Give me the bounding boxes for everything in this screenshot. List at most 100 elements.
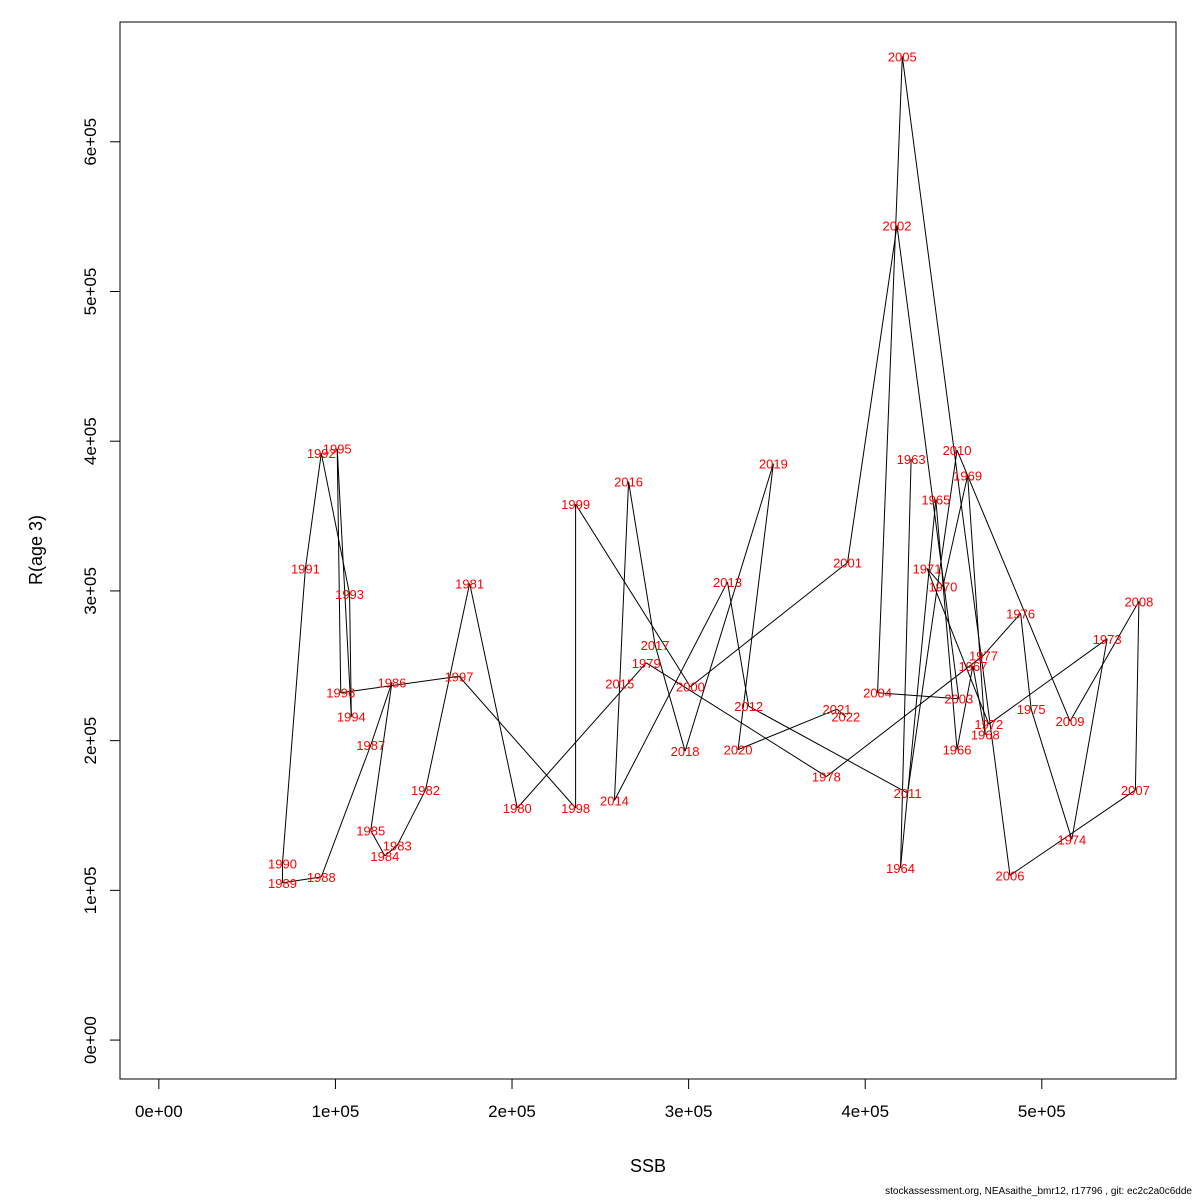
series-segment [336,448,342,693]
point-label-1994: 1994 [337,710,366,725]
plot-frame [119,21,1177,1080]
point-label-2004: 2004 [863,686,892,701]
point-label-1988: 1988 [307,870,336,885]
y-tick-label: 2e+05 [81,717,100,765]
series-segment [935,499,958,750]
point-label-1966: 1966 [943,743,972,758]
series-segment [836,708,847,718]
x-axis: 0e+00 1e+05 2e+05 3e+05 4e+05 5e+05 [135,1078,1066,1121]
point-label-2019: 2019 [759,457,788,472]
series-segment [516,662,647,809]
point-label-2015: 2015 [605,677,634,692]
series-segment [336,448,352,717]
point-label-1983: 1983 [383,838,412,853]
x-tick-label: 3e+05 [665,1102,713,1121]
point-label-1992: 1992 [307,446,336,461]
series-segment [1134,601,1140,791]
point-label-1978: 1978 [812,770,841,785]
point-label-2010: 2010 [943,443,972,458]
point-label-1968: 1968 [971,728,1000,743]
point-label-1989: 1989 [268,876,297,891]
series-segment [384,845,398,857]
point-label-1990: 1990 [268,856,297,871]
series-segment [956,665,974,750]
series-segment [983,613,1021,656]
x-tick-label: 0e+00 [135,1102,183,1121]
point-label-1996: 1996 [326,686,355,701]
series-segment [458,675,576,809]
series-segment [469,583,518,809]
point-label-1973: 1973 [1093,632,1122,647]
point-label-1972: 1972 [974,717,1003,732]
point-label-2014: 2014 [600,794,629,809]
point-label-1964: 1964 [886,861,915,876]
point-label-1987: 1987 [356,738,385,753]
point-label-1980: 1980 [503,801,532,816]
series-segment [900,459,912,868]
point-label-2020: 2020 [724,743,753,758]
point-label-1998: 1998 [561,801,590,816]
series-segment [956,449,1071,722]
series-segment [942,475,969,587]
series-segment [737,708,838,751]
point-label-1991: 1991 [291,561,320,576]
series-segment [370,830,386,857]
point-label-2018: 2018 [671,744,700,759]
point-label-2003: 2003 [944,692,973,707]
series-segment [1030,709,1073,840]
series-segment [847,225,898,563]
point-label-1970: 1970 [928,579,957,594]
series-segment [628,481,656,645]
series-segment [1069,601,1140,722]
series-segment [900,499,937,868]
point-label-1971: 1971 [913,561,942,576]
point-label-1985: 1985 [356,823,385,838]
point-label-2009: 2009 [1056,714,1085,729]
series-segment [614,581,728,801]
series-segment [926,568,990,725]
series-segment [1009,789,1136,876]
point-label-2022: 2022 [831,710,860,725]
x-tick-label: 2e+05 [488,1102,536,1121]
point-label-2005: 2005 [888,49,917,64]
series-segment [654,644,686,752]
footer-credit: stockassessment.org, NEAsaithe_bmr12, r1… [885,1186,1192,1197]
point-label-1986: 1986 [377,675,406,690]
point-label-1974: 1974 [1057,832,1086,847]
point-label-2021: 2021 [822,702,851,717]
series-segment [396,789,426,846]
series-segment [425,583,471,791]
series-segment [320,453,351,595]
series-segment [340,675,460,694]
point-label-1995: 1995 [323,442,352,457]
point-label-1982: 1982 [411,783,440,798]
series-segment [645,662,827,777]
y-tick-label: 4e+05 [81,417,100,465]
series-segment [926,568,944,587]
x-axis-title: SSB [630,1156,666,1176]
point-label-1976: 1976 [1006,606,1035,621]
series-segment [907,450,958,794]
point-label-2016: 2016 [614,475,643,490]
series-segment [320,744,372,878]
series-segment [737,463,774,750]
series-segment [619,481,630,684]
point-label-2000: 2000 [676,680,705,695]
series-segment [877,56,903,693]
point-label-1967: 1967 [958,659,987,674]
point-label-2008: 2008 [1124,594,1153,609]
point-label-1999: 1999 [561,497,590,512]
x-tick-label: 5e+05 [1018,1102,1066,1121]
point-label-1993: 1993 [335,587,364,602]
point-label-1963: 1963 [897,452,926,467]
y-axis-title: R(age 3) [26,515,46,585]
series-segment [370,682,393,746]
point-label-2013: 2013 [713,575,742,590]
series-segment [690,562,848,688]
point-label-2001: 2001 [833,555,862,570]
x-tick-label: 1e+05 [312,1102,360,1121]
series-segment [826,654,984,777]
point-label-2012: 2012 [734,699,763,714]
y-tick-label: 3e+05 [81,567,100,615]
